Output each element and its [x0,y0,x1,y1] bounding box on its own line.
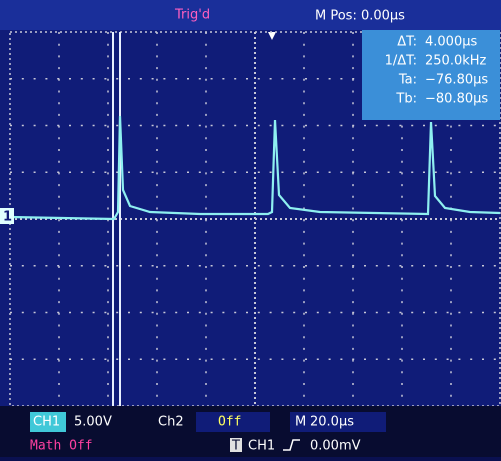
cursor-row-label: Tb: [395,92,417,107]
trigger-source: CH1 [248,439,275,454]
ch2-label: Ch2 [158,415,184,430]
channel-marker: 1 [3,210,12,225]
page: Trig'd M Pos: 0.00µs 1 ΔT: 4.000µs 1/ΔT: 25… [0,0,501,457]
horizontal-position: M Pos: 0.00µs [315,9,405,24]
cursor-row-label: ΔT: [397,35,417,50]
ch1-scale: 5.00V [74,415,112,430]
oscilloscope-screen: Trig'd M Pos: 0.00µs 1 ΔT: 4.000µs 1/ΔT: 25… [0,0,501,457]
cursor-row-value: 250.0kHz [425,54,487,69]
top-bar [0,0,501,30]
cursor-panel: ΔT: 4.000µs 1/ΔT: 250.0kHz Ta: −76.80µs Tb: −80… [362,30,500,120]
trigger-status: Trig'd [174,8,210,23]
ch1-label: CH1 [33,415,60,430]
trigger-level: 0.00mV [310,439,361,454]
math-state: Math Off [30,439,93,454]
time-scale: 20.0µs [310,415,354,430]
cursor-row-value: 4.000µs [425,35,477,50]
cursor-row-value: −76.80µs [425,73,488,88]
time-label: M [295,415,306,430]
cursor-row-label: Ta: [398,73,417,88]
cursor-row-value: −80.80µs [425,92,488,107]
ch2-state: Off [218,415,241,430]
cursor-row-label: 1/ΔT: [385,54,417,69]
trigger-icon: T [231,439,240,454]
